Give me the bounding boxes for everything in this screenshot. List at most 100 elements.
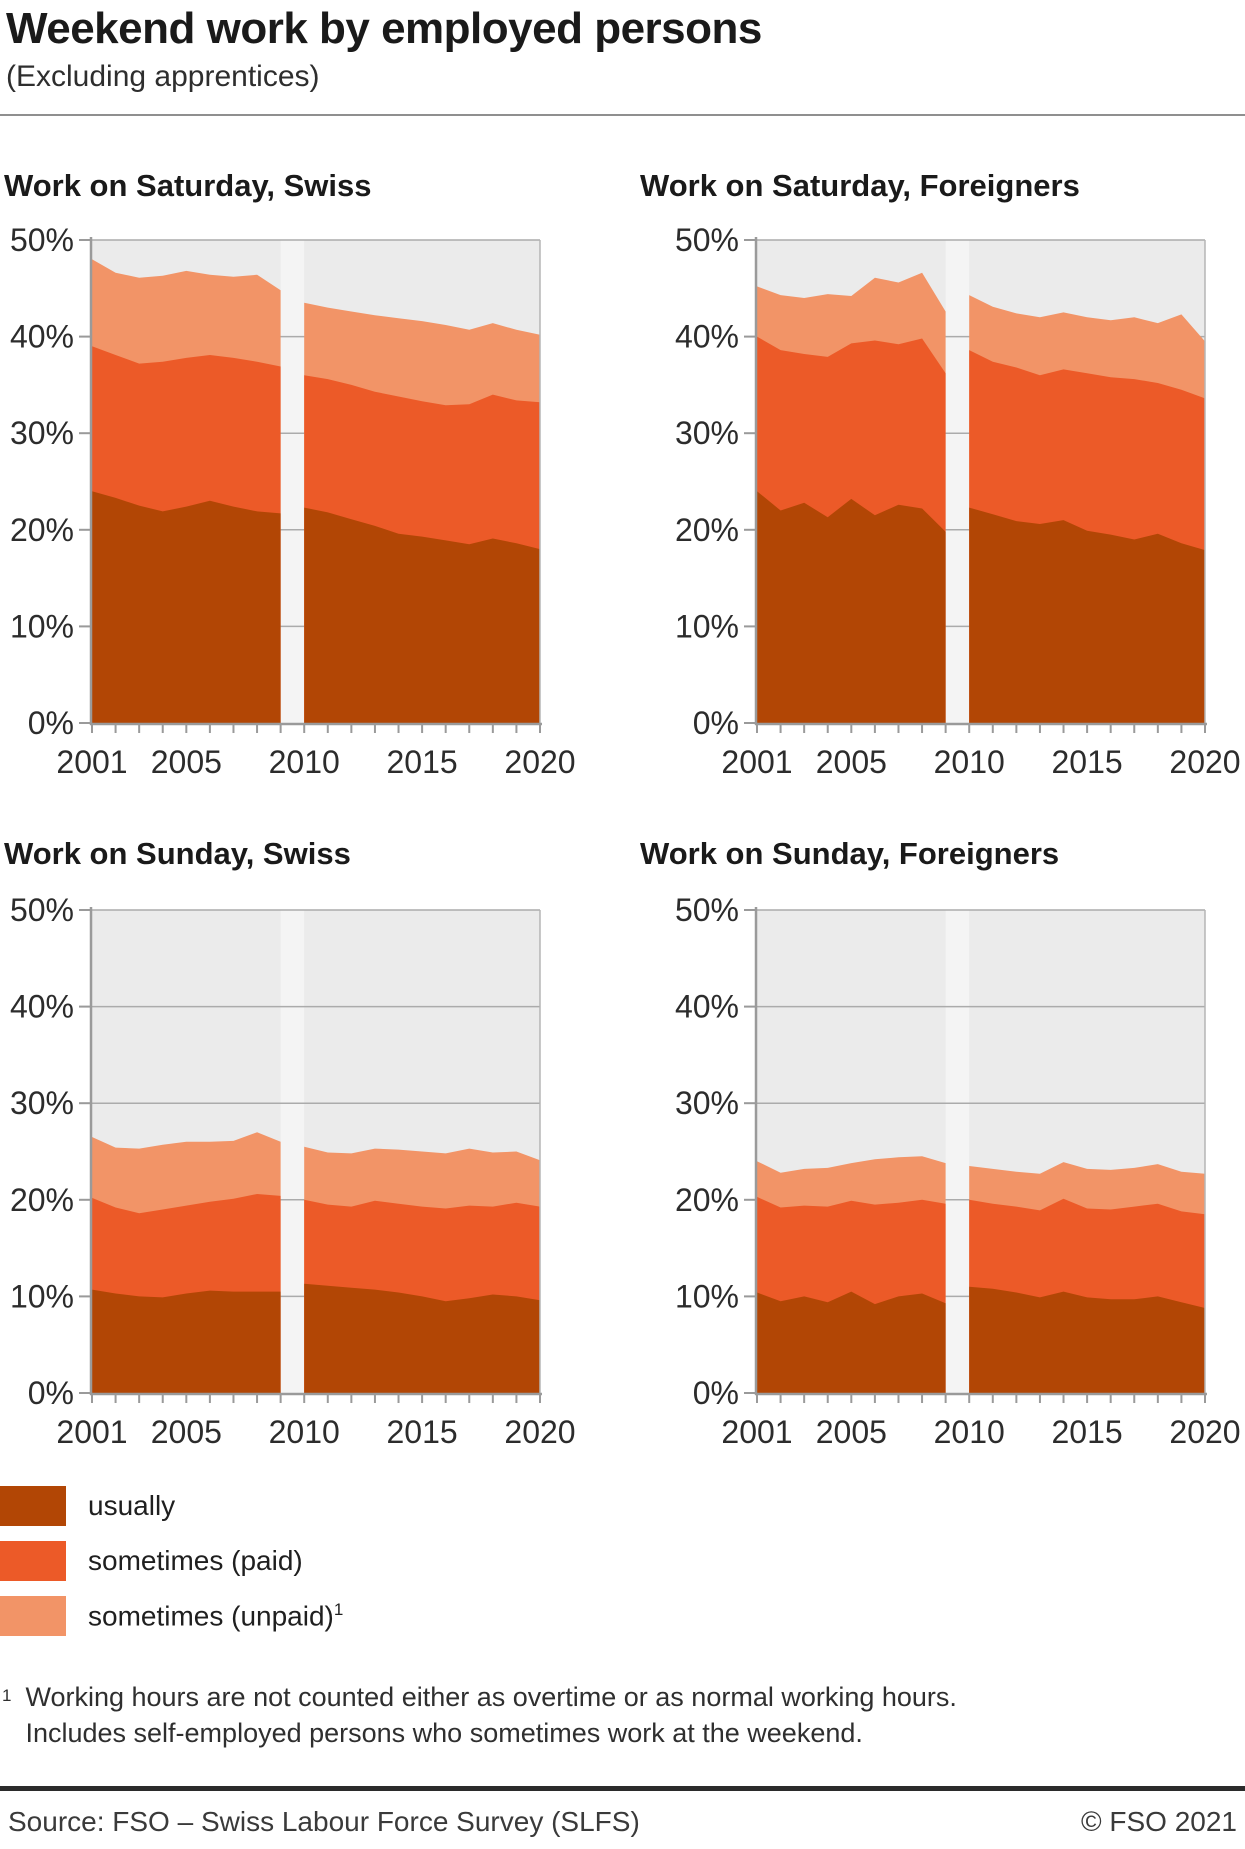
legend-item-sometimes-paid: sometimes (paid) bbox=[0, 1541, 303, 1581]
chart-sunday-foreigners: 0% 10% 20% 30% 40% 50% 2001 2005 2010 2015 2020 bbox=[675, 892, 1241, 1450]
areas-segment-1 bbox=[969, 1162, 1205, 1393]
axes bbox=[754, 237, 1207, 726]
legend-item-usually: usually bbox=[0, 1486, 175, 1526]
y-tick-label-50%: 50% bbox=[675, 222, 739, 258]
page-title: Weekend work by employed persons bbox=[6, 4, 762, 53]
y-tick-label-50%: 50% bbox=[10, 222, 74, 258]
no-data-gap-band bbox=[945, 910, 970, 1393]
x-axis-ticks: 2001 2005 2010 2015 2020 bbox=[721, 725, 1241, 780]
no-data-gap-band bbox=[280, 910, 305, 1393]
y-tick-label-10%: 10% bbox=[675, 608, 739, 644]
x-tick-label-2001: 2001 bbox=[56, 744, 127, 780]
chart-sunday-swiss: 0% 10% 20% 30% 40% 50% 2001 2005 2010 2015 2020 bbox=[10, 892, 576, 1450]
x-tick-label-2015: 2015 bbox=[1052, 744, 1123, 780]
x-tick-label-2010: 2010 bbox=[934, 1414, 1005, 1450]
areas-segment-0 bbox=[757, 272, 946, 723]
y-tick-label-10%: 10% bbox=[675, 1278, 739, 1314]
x-tick-label-2020: 2020 bbox=[504, 1414, 575, 1450]
area-usually bbox=[969, 1286, 1205, 1393]
x-tick-label-2005: 2005 bbox=[816, 744, 887, 780]
area-usually bbox=[304, 1283, 540, 1393]
area-usually bbox=[757, 1291, 946, 1393]
legend-label-usually: usually bbox=[88, 1490, 176, 1521]
legend-footnote-marker: 1 bbox=[333, 1599, 344, 1619]
chart-title-saturday-foreigners: Work on Saturday, Foreigners bbox=[640, 168, 1080, 203]
x-tick-label-2020: 2020 bbox=[1169, 1414, 1240, 1450]
x-tick-label-2015: 2015 bbox=[387, 744, 458, 780]
footer-divider bbox=[0, 1786, 1245, 1791]
areas-segment-0 bbox=[757, 1156, 946, 1393]
area-usually bbox=[304, 507, 540, 723]
y-axis-ticks: 0% 10% 20% 30% 40% 50% bbox=[10, 892, 91, 1411]
y-axis-ticks: 0% 10% 20% 30% 40% 50% bbox=[675, 222, 756, 741]
areas-segment-1 bbox=[304, 302, 540, 723]
y-tick-label-0%: 0% bbox=[28, 705, 74, 741]
y-tick-label-0%: 0% bbox=[693, 1375, 739, 1411]
chart-saturday-swiss: 0% 10% 20% 30% 40% 50% 2001 2005 2010 2015 2020 bbox=[10, 222, 576, 780]
footnote-marker: 1 bbox=[2, 1686, 12, 1705]
y-tick-label-30%: 30% bbox=[10, 1085, 74, 1121]
areas-segment-1 bbox=[304, 1146, 540, 1393]
y-tick-label-20%: 20% bbox=[675, 1182, 739, 1218]
y-tick-label-0%: 0% bbox=[693, 705, 739, 741]
y-tick-label-40%: 40% bbox=[675, 319, 739, 355]
y-tick-label-50%: 50% bbox=[10, 892, 74, 928]
y-tick-label-10%: 10% bbox=[10, 1278, 74, 1314]
x-tick-label-2020: 2020 bbox=[504, 744, 575, 780]
x-tick-label-2010: 2010 bbox=[269, 1414, 340, 1450]
areas-segment-0 bbox=[92, 1132, 281, 1393]
y-axis-ticks: 0% 10% 20% 30% 40% 50% bbox=[675, 892, 756, 1411]
footnote-line2: Includes self-employed persons who somet… bbox=[25, 1717, 863, 1748]
axes bbox=[89, 237, 542, 726]
y-tick-label-40%: 40% bbox=[675, 989, 739, 1025]
y-tick-label-20%: 20% bbox=[675, 512, 739, 548]
x-tick-label-2005: 2005 bbox=[816, 1414, 887, 1450]
footnote: 1 Working hours are not counted either a… bbox=[2, 1680, 957, 1751]
y-tick-label-30%: 30% bbox=[675, 415, 739, 451]
x-tick-label-2015: 2015 bbox=[1052, 1414, 1123, 1450]
legend-swatch-usually bbox=[0, 1486, 66, 1526]
chart-saturday-foreigners: 0% 10% 20% 30% 40% 50% 2001 2005 2010 2015 2020 bbox=[675, 222, 1241, 780]
legend-label-sometimes-unpaid: sometimes (unpaid)1 bbox=[88, 1599, 344, 1632]
y-tick-label-40%: 40% bbox=[10, 319, 74, 355]
y-tick-label-0%: 0% bbox=[28, 1375, 74, 1411]
y-tick-label-30%: 30% bbox=[10, 415, 74, 451]
area-usually bbox=[757, 491, 946, 723]
areas-segment-1 bbox=[969, 295, 1205, 723]
area-usually bbox=[92, 1289, 281, 1393]
y-tick-label-30%: 30% bbox=[675, 1085, 739, 1121]
no-data-gap-band bbox=[280, 240, 305, 723]
page-subtitle: (Excluding apprentices) bbox=[6, 60, 320, 93]
footnote-line1: Working hours are not counted either as … bbox=[25, 1682, 957, 1712]
header-divider bbox=[0, 114, 1245, 116]
legend-swatch-sometimes-paid bbox=[0, 1541, 66, 1581]
x-tick-label-2010: 2010 bbox=[269, 744, 340, 780]
legend-item-sometimes-unpaid: sometimes (unpaid)1 bbox=[0, 1596, 343, 1636]
x-tick-label-2020: 2020 bbox=[1169, 744, 1240, 780]
y-tick-label-50%: 50% bbox=[675, 892, 739, 928]
legend-label-sometimes-paid: sometimes (paid) bbox=[88, 1545, 303, 1576]
y-axis-ticks: 0% 10% 20% 30% 40% 50% bbox=[10, 222, 91, 741]
copyright-text: © FSO 2021 bbox=[1080, 1806, 1237, 1837]
x-tick-label-2001: 2001 bbox=[56, 1414, 127, 1450]
x-tick-label-2001: 2001 bbox=[721, 744, 792, 780]
x-tick-label-2001: 2001 bbox=[721, 1414, 792, 1450]
legend-swatch-sometimes-unpaid bbox=[0, 1596, 66, 1636]
chart-title-saturday-swiss: Work on Saturday, Swiss bbox=[4, 168, 372, 203]
area-usually bbox=[92, 491, 281, 723]
axes bbox=[754, 907, 1207, 1396]
x-tick-label-2005: 2005 bbox=[151, 744, 222, 780]
x-axis-ticks: 2001 2005 2010 2015 2020 bbox=[56, 725, 576, 780]
y-tick-label-40%: 40% bbox=[10, 989, 74, 1025]
y-tick-label-20%: 20% bbox=[10, 512, 74, 548]
area-usually bbox=[969, 507, 1205, 723]
axes bbox=[89, 907, 542, 1396]
x-tick-label-2010: 2010 bbox=[934, 744, 1005, 780]
footnote-text: Working hours are not counted either as … bbox=[25, 1680, 956, 1751]
source-text: Source: FSO – Swiss Labour Force Survey … bbox=[8, 1806, 640, 1837]
y-tick-label-20%: 20% bbox=[10, 1182, 74, 1218]
no-data-gap-band bbox=[945, 240, 970, 723]
x-tick-label-2015: 2015 bbox=[387, 1414, 458, 1450]
chart-title-sunday-foreigners: Work on Sunday, Foreigners bbox=[640, 836, 1060, 871]
areas-segment-0 bbox=[92, 259, 281, 723]
